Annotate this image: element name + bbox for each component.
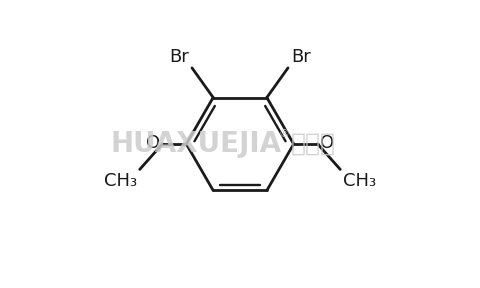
Text: O: O	[146, 134, 160, 152]
Text: Br: Br	[169, 48, 189, 67]
Text: CH₃: CH₃	[343, 172, 376, 190]
Text: HUAXUEJIA: HUAXUEJIA	[110, 130, 281, 158]
Text: Br: Br	[291, 48, 311, 67]
Text: O: O	[320, 134, 334, 152]
Text: CH₃: CH₃	[104, 172, 137, 190]
Text: ®: ®	[278, 129, 289, 139]
Text: 化学加: 化学加	[291, 132, 336, 156]
